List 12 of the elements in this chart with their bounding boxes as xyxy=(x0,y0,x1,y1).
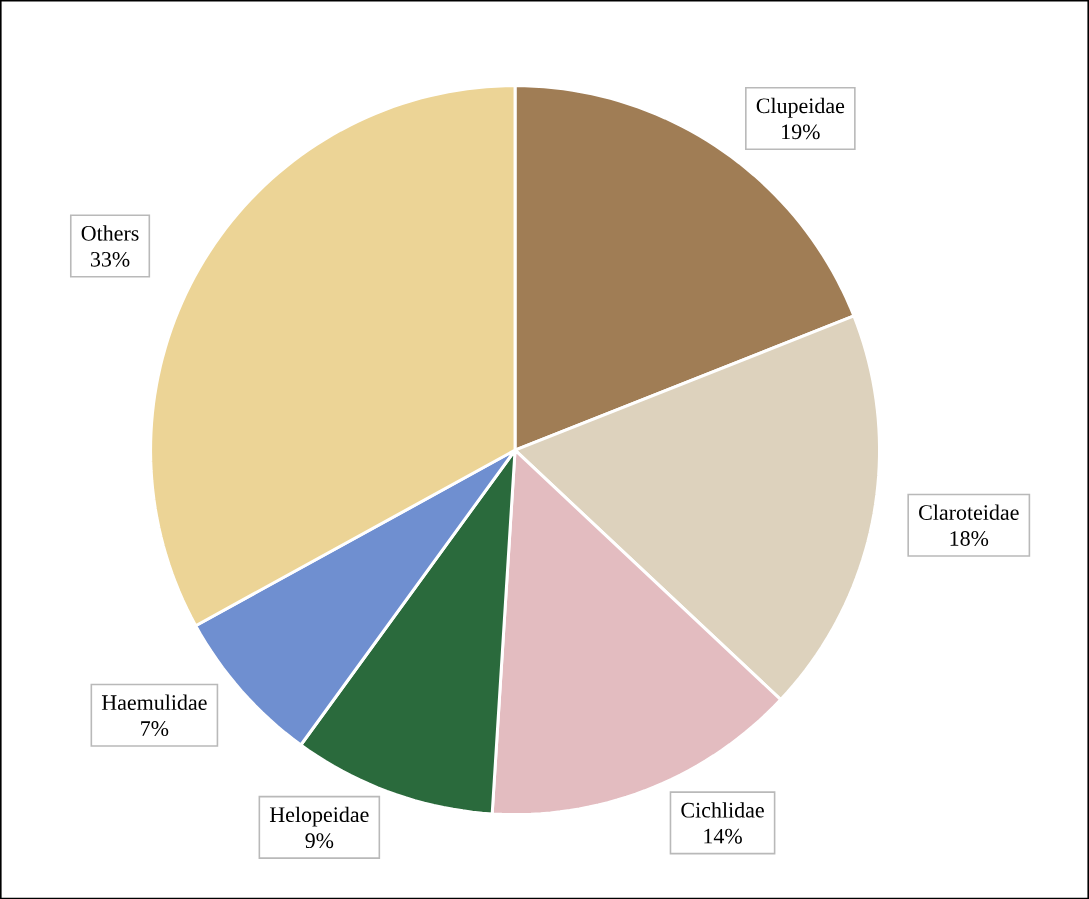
data-label: 18% xyxy=(950,530,989,546)
slice-label: Cichlidae xyxy=(681,802,764,818)
slice-label: Clupeidae xyxy=(756,97,845,118)
slice-label: Haemulidae xyxy=(101,694,207,710)
data-label: 7% xyxy=(141,720,169,736)
data-label: 19% xyxy=(782,124,820,140)
data-label: 9% xyxy=(305,833,334,848)
slice-label: Helopeidae xyxy=(269,806,369,827)
data-label: 33% xyxy=(90,251,130,267)
slice-label: Claroteidae xyxy=(919,504,1019,520)
data-label: 14% xyxy=(704,828,742,844)
slice-label: Others xyxy=(81,225,139,241)
